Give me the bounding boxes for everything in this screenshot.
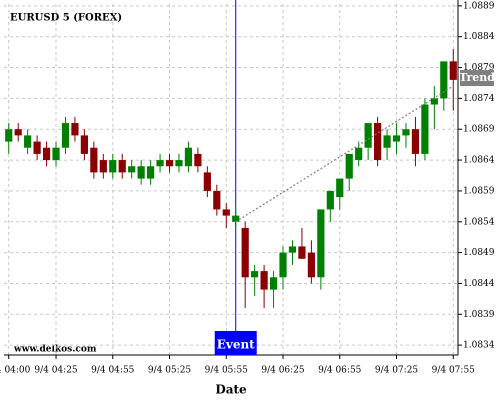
candle-body xyxy=(165,160,174,167)
candle-body xyxy=(90,147,98,173)
candle-body xyxy=(61,123,70,148)
candle-body xyxy=(364,123,372,148)
candle-body xyxy=(317,209,325,278)
candle-body xyxy=(80,135,88,154)
y-tick-label: 1.0854 xyxy=(463,217,495,227)
candle-body xyxy=(109,160,117,173)
candle-body xyxy=(440,61,448,99)
x-tick-label: 9/4 04:55 xyxy=(91,366,135,376)
candle-body xyxy=(52,147,60,161)
candle-body xyxy=(288,246,297,253)
candle-body xyxy=(203,172,211,191)
candle-body xyxy=(383,135,391,148)
candle-body xyxy=(355,147,363,161)
trend-label-box xyxy=(460,70,494,87)
candle-body xyxy=(147,166,155,179)
x-tick-label: 9/4 05:25 xyxy=(148,366,192,376)
chart-title: EURUSD 5 (FOREX) xyxy=(10,13,122,24)
y-tick-label: 1.0869 xyxy=(463,125,495,135)
candle-body xyxy=(298,246,306,259)
x-tick-label: 9/4 04:00 xyxy=(0,366,31,376)
y-tick-label: 1.0844 xyxy=(463,279,495,289)
x-tick-label: 9/4 07:25 xyxy=(375,366,419,376)
watermark: www.delkos.com xyxy=(13,345,97,355)
candle-body xyxy=(449,61,457,80)
candle-body xyxy=(99,160,107,173)
x-tick-label: 9/4 06:55 xyxy=(318,366,362,376)
candle-body xyxy=(402,129,410,136)
candle-body xyxy=(411,129,420,154)
y-tick-label: 1.0859 xyxy=(463,186,495,196)
candle-body xyxy=(345,153,353,179)
candle-body xyxy=(279,252,287,278)
candle-body xyxy=(194,153,202,167)
event-label-box xyxy=(214,331,257,355)
event-label: Event xyxy=(217,338,255,352)
y-tick-label: 1.0864 xyxy=(463,156,495,166)
x-tick-label: 9/4 04:25 xyxy=(34,366,78,376)
y-tick-label: 1.0834 xyxy=(463,341,495,351)
candle-body xyxy=(374,123,382,161)
x-axis-label: Date xyxy=(215,383,247,397)
candle-body xyxy=(241,227,249,278)
candle-body xyxy=(175,160,183,167)
candle-body xyxy=(421,104,429,154)
candle-body xyxy=(42,147,51,161)
x-tick-label: 9/4 07:55 xyxy=(432,366,476,376)
y-tick-label: 1.0889 xyxy=(463,1,495,11)
candle-body xyxy=(213,190,221,210)
candle-body xyxy=(128,166,136,173)
candle-body xyxy=(222,209,230,216)
y-tick-label: 1.0874 xyxy=(463,94,495,104)
candle-body xyxy=(336,178,344,198)
y-tick-label: 1.0839 xyxy=(463,310,495,320)
y-tick-label: 1.0849 xyxy=(463,248,495,258)
candle-body xyxy=(251,271,259,278)
candle-body xyxy=(118,160,126,173)
x-tick-label: 9/4 05:55 xyxy=(205,366,249,376)
candle-body xyxy=(137,166,145,179)
candle-body xyxy=(14,129,22,136)
candle-body xyxy=(184,147,193,167)
candle-body xyxy=(5,129,13,142)
candle-body xyxy=(71,123,79,136)
candle-body xyxy=(326,190,334,210)
trend-line xyxy=(235,85,454,223)
x-tick-label: 9/4 06:25 xyxy=(261,366,305,376)
candle-body xyxy=(392,135,401,142)
y-tick-label: 1.0884 xyxy=(463,32,495,42)
y-tick-label: 1.0879 xyxy=(463,63,495,73)
trend-label: Trend xyxy=(459,71,495,84)
candle-body xyxy=(430,98,438,105)
candle-body xyxy=(307,252,315,278)
candle-body xyxy=(156,160,164,167)
candle-body xyxy=(269,277,278,290)
candle-body xyxy=(232,215,240,222)
candle-body xyxy=(33,141,41,154)
candle-body xyxy=(260,271,268,290)
candle-body xyxy=(24,135,32,148)
